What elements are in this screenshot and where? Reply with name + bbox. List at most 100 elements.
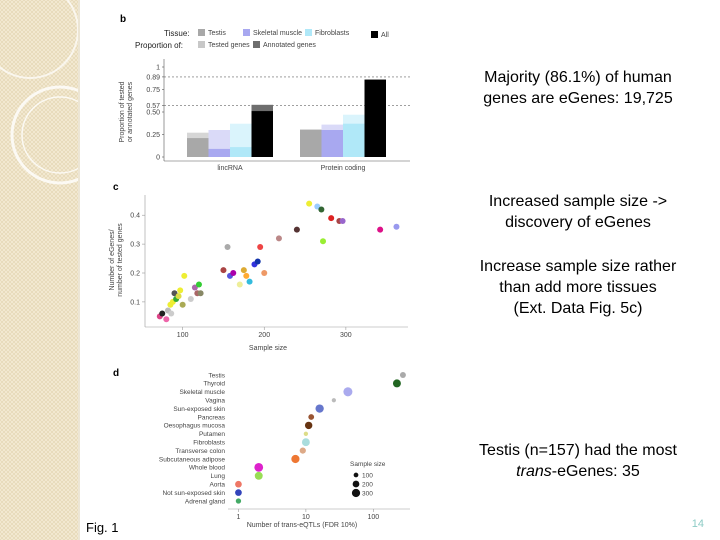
point — [320, 238, 327, 245]
point — [293, 226, 300, 233]
x-tick-label: lincRNA — [217, 165, 243, 172]
point — [243, 272, 250, 279]
note-line: Testis (n=157) had the most — [479, 442, 677, 459]
panel-label: b — [120, 14, 126, 25]
legend-swatch — [198, 41, 205, 48]
legend-swatch — [371, 31, 378, 38]
dot — [343, 387, 353, 397]
x-tick-label: 1 — [236, 514, 240, 521]
note-line: than add more tissues — [499, 279, 656, 296]
dot — [308, 414, 315, 420]
category-label: Fibroblasts — [193, 440, 226, 447]
x-axis-title: Sample size — [249, 345, 287, 352]
side-pattern — [0, 0, 78, 540]
dot — [303, 431, 309, 436]
category-label: Sun-exposed skin — [173, 406, 225, 413]
point — [236, 281, 243, 288]
legend-title: Proportion of: — [135, 41, 183, 50]
note-line: Majority (86.1%) of human — [484, 69, 672, 86]
bar-annotated — [343, 123, 365, 157]
figure-label: Fig. 1 — [86, 520, 119, 535]
category-label: Adrenal gland — [185, 498, 225, 505]
bar-annotated — [208, 148, 230, 157]
legend-swatch — [305, 29, 312, 36]
note-line: Increased sample size -> — [489, 193, 667, 210]
y-tick-label: 0.89 — [146, 74, 160, 81]
dot — [254, 463, 264, 472]
y-tick-label: 0.2 — [130, 271, 140, 278]
note-line: genes are eGenes: 19,725 — [483, 90, 673, 107]
dot — [301, 438, 310, 447]
bar-annotated — [251, 111, 273, 157]
point — [377, 226, 384, 233]
point — [306, 200, 313, 207]
dot — [235, 498, 242, 504]
y-axis-title: number of tested genes — [117, 223, 124, 297]
note-line: Increase sample size rather — [480, 258, 677, 275]
point — [230, 270, 237, 276]
dot — [331, 398, 336, 403]
legend-title: Tissue: — [164, 29, 190, 38]
y-tick-label: 1 — [156, 65, 160, 72]
y-tick-label: 0.50 — [146, 110, 160, 117]
category-label: Oesophagus mucosa — [164, 423, 226, 430]
bar-annotated — [187, 138, 209, 157]
y-tick-label: 0.4 — [130, 213, 140, 220]
legend-swatch — [253, 41, 260, 48]
point — [220, 267, 227, 274]
point — [275, 235, 282, 242]
point — [254, 258, 261, 265]
dot — [254, 471, 263, 480]
point — [318, 206, 325, 213]
category-label: Putamen — [199, 431, 225, 438]
size-legend-dot — [351, 488, 361, 498]
size-legend-label: 300 — [362, 490, 373, 497]
point — [179, 301, 186, 308]
note-line: discovery of eGenes — [505, 214, 651, 231]
legend-label: All — [381, 32, 389, 39]
x-tick-label: 100 — [177, 332, 189, 339]
category-label: Aorta — [209, 482, 225, 489]
category-label: Testis — [208, 372, 225, 379]
y-tick-label: 0.57 — [146, 103, 160, 110]
panel-label: d — [113, 368, 119, 379]
category-label: Whole blood — [189, 465, 226, 472]
page-number: 14 — [692, 518, 704, 530]
category-label: Subcutaneous adipose — [159, 456, 226, 463]
legend-label: Skeletal muscle — [253, 30, 302, 37]
dot — [291, 454, 300, 464]
legend-swatch — [243, 29, 250, 36]
point — [163, 316, 170, 323]
category-label: Vagina — [205, 398, 225, 405]
category-label: Pancreas — [198, 414, 226, 421]
x-axis-title: Number of trans-eQTLs (FDR 10%) — [247, 522, 357, 529]
side-ornament — [0, 0, 79, 79]
size-legend-label: 100 — [362, 472, 373, 479]
point — [159, 310, 166, 317]
size-legend-dot — [352, 480, 360, 488]
note-part: -eGenes: 35 — [552, 463, 640, 480]
category-label: Not sun-exposed skin — [162, 490, 225, 497]
x-tick-label: Protein coding — [321, 165, 366, 172]
point — [240, 267, 247, 274]
side-ornament — [10, 85, 110, 185]
dot — [399, 372, 406, 378]
side-ornament — [21, 96, 99, 174]
point — [197, 290, 204, 297]
bar-annotated — [321, 130, 343, 157]
bar-annotated — [300, 130, 322, 157]
legend-label: Fibroblasts — [315, 30, 350, 37]
bar-annotated — [364, 79, 386, 157]
x-tick-label: 200 — [258, 332, 270, 339]
point — [181, 272, 188, 279]
point — [175, 293, 182, 300]
y-axis-title: Proportion of tested — [119, 81, 126, 142]
point — [168, 310, 175, 317]
point — [246, 278, 253, 285]
dot — [235, 489, 242, 496]
size-legend-label: 200 — [362, 481, 373, 488]
category-label: Lung — [211, 473, 226, 480]
x-tick-label: 300 — [340, 332, 352, 339]
legend-label: Testis — [208, 30, 226, 37]
